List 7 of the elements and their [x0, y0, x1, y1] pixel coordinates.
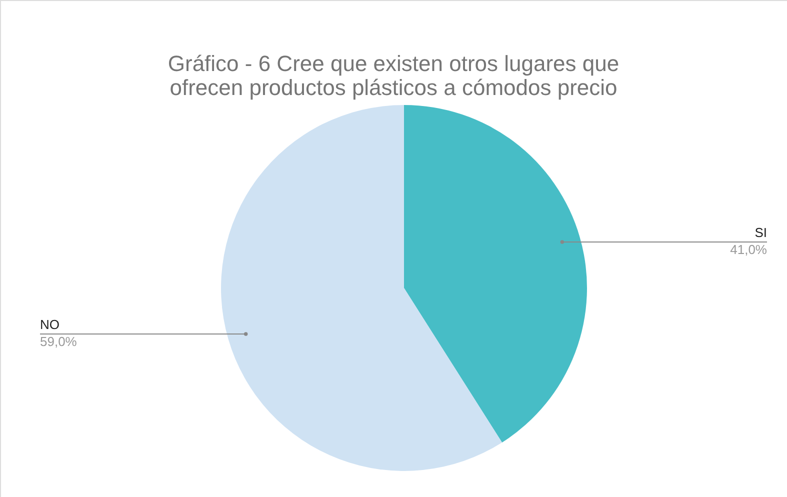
slice-label: NO [40, 316, 60, 332]
pie-slice [221, 105, 502, 471]
slice-label: SI [754, 225, 767, 240]
pie-slice [404, 105, 587, 443]
chart-title: Gráfico - 6 Cree que existen otros lugares que ofrecen productos plásticos a cómodos precio [168, 51, 620, 100]
data-label: 41,0% [730, 242, 768, 258]
data-label: 59,0% [40, 334, 78, 349]
